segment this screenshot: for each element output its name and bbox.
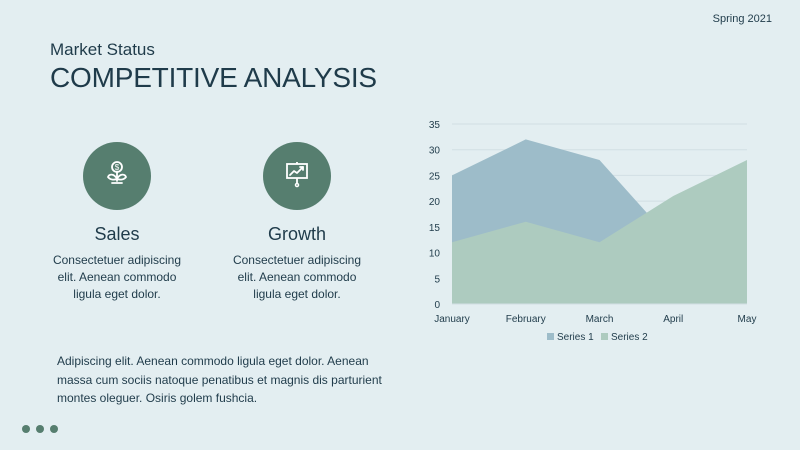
growth-icon-circle xyxy=(263,142,331,210)
x-tick-label-february: February xyxy=(506,314,546,325)
page-title: COMPETITIVE ANALYSIS xyxy=(50,62,377,93)
legend-label-series-1: Series 1 xyxy=(557,332,594,343)
feature-sales-text: Consectetuer adipiscing elit. Aenean com… xyxy=(52,252,182,302)
body-paragraph: Adipiscing elit. Aenean commodo ligula e… xyxy=(57,354,382,406)
sales-icon-circle: $ xyxy=(83,142,151,210)
legend-swatch-series-1 xyxy=(547,333,554,340)
y-tick-label-15: 15 xyxy=(429,223,441,234)
series-2-area xyxy=(452,160,747,304)
x-tick-label-january: January xyxy=(434,314,470,325)
feature-sales-title: Sales xyxy=(94,224,140,244)
subtitle: Market Status xyxy=(50,40,155,59)
x-tick-label-april: April xyxy=(663,314,683,325)
y-tick-label-35: 35 xyxy=(429,120,441,131)
y-tick-label-25: 25 xyxy=(429,171,441,182)
slide-dots xyxy=(22,425,58,433)
presentation-growth-icon xyxy=(282,159,312,194)
feature-sales: $ Sales Consectetuer adipiscing elit. Ae… xyxy=(42,142,192,304)
feature-growth-text: Consectetuer adipiscing elit. Aenean com… xyxy=(232,252,362,302)
legend-swatch-series-2 xyxy=(601,333,608,340)
y-tick-label-30: 30 xyxy=(429,146,441,157)
y-tick-label-5: 5 xyxy=(434,274,440,285)
feature-growth: Growth Consectetuer adipiscing elit. Aen… xyxy=(222,142,372,304)
y-tick-label-0: 0 xyxy=(434,300,440,311)
y-tick-label-10: 10 xyxy=(429,249,441,260)
date-label: Spring 2021 xyxy=(712,13,772,25)
legend-label-series-2: Series 2 xyxy=(611,332,648,343)
dot-1 xyxy=(22,425,30,433)
dot-3 xyxy=(50,425,58,433)
x-tick-label-may: May xyxy=(738,314,757,325)
svg-text:$: $ xyxy=(115,163,120,172)
feature-growth-title: Growth xyxy=(267,224,327,244)
y-tick-label-20: 20 xyxy=(429,197,441,208)
money-plant-icon: $ xyxy=(102,159,132,194)
dot-2 xyxy=(36,425,44,433)
x-tick-label-march: March xyxy=(586,314,614,325)
